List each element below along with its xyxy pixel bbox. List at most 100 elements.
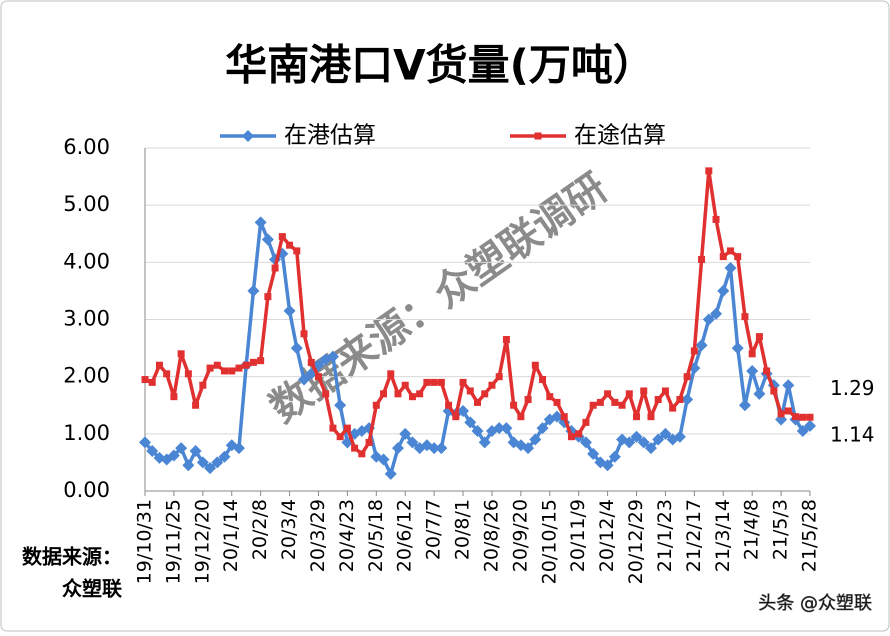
data-point <box>406 436 419 449</box>
data-point <box>242 361 250 369</box>
data-point <box>604 390 612 398</box>
x-tick-label: 21/5/28 <box>799 499 821 572</box>
x-tick-label: 20/12/29 <box>625 499 647 584</box>
data-point <box>792 413 800 421</box>
data-point <box>738 399 751 412</box>
data-point <box>698 255 706 263</box>
data-point <box>652 433 665 446</box>
data-point <box>298 373 311 386</box>
data-point <box>748 350 756 358</box>
data-point <box>474 398 481 406</box>
x-tick-label: 20/11/9 <box>567 499 589 572</box>
x-tick-label: 20/8/26 <box>480 499 502 572</box>
y-tick-label: 4.00 <box>63 249 110 273</box>
data-point <box>551 410 564 423</box>
data-point <box>623 436 636 449</box>
data-point <box>510 401 518 409</box>
data-point <box>529 433 542 446</box>
source-label: 数据来源： <box>22 545 122 569</box>
data-point <box>380 390 388 398</box>
x-tick-label: 19/10/31 <box>134 499 156 584</box>
data-point <box>204 462 217 475</box>
data-point <box>401 381 409 389</box>
data-point <box>170 393 178 401</box>
data-point <box>647 413 655 421</box>
x-tick-label: 20/3/29 <box>307 499 329 572</box>
data-point <box>702 313 715 326</box>
data-point <box>264 293 272 301</box>
data-point <box>531 361 539 369</box>
data-point <box>654 396 662 404</box>
data-point <box>435 442 448 455</box>
data-point <box>717 284 730 297</box>
data-point <box>394 390 402 398</box>
data-point <box>633 413 641 421</box>
data-point <box>777 410 785 418</box>
data-point <box>539 376 547 384</box>
data-point <box>659 427 672 440</box>
data-point <box>249 358 257 366</box>
data-point <box>488 381 496 389</box>
data-point <box>495 373 503 381</box>
data-point <box>314 373 322 381</box>
data-point <box>377 453 390 466</box>
data-point <box>336 433 344 441</box>
y-tick-label: 0.00 <box>63 478 110 502</box>
data-point <box>182 459 195 472</box>
data-point <box>141 376 149 384</box>
data-point <box>741 313 749 321</box>
legend-marker <box>534 132 542 140</box>
data-point <box>254 216 267 229</box>
data-point <box>705 167 713 175</box>
data-point <box>784 407 792 415</box>
data-point <box>782 379 795 392</box>
data-point <box>746 364 759 377</box>
data-point <box>517 413 525 421</box>
data-point <box>286 241 294 249</box>
data-point <box>358 450 366 458</box>
data-point <box>478 436 491 449</box>
x-tick-label: 20/2/8 <box>249 499 271 560</box>
data-point <box>524 396 532 404</box>
data-point <box>734 253 742 261</box>
credit: 头条 @众塑联 <box>758 593 872 614</box>
data-point <box>690 347 698 355</box>
data-point <box>300 330 308 338</box>
data-point <box>755 333 763 341</box>
data-point <box>596 398 604 406</box>
data-point <box>608 450 621 463</box>
data-point <box>459 378 467 386</box>
data-point <box>710 307 723 320</box>
data-point <box>575 430 583 438</box>
x-tick-label: 20/4/23 <box>336 499 358 572</box>
data-point <box>189 444 202 457</box>
data-point <box>466 387 474 395</box>
data-point <box>221 367 229 375</box>
data-point <box>763 367 771 375</box>
data-point <box>582 418 590 426</box>
data-point <box>536 422 549 435</box>
data-point <box>553 398 561 406</box>
data-point <box>387 370 395 378</box>
data-point <box>146 444 159 457</box>
data-point <box>630 430 643 443</box>
data-point <box>322 390 330 398</box>
data-point <box>271 264 279 272</box>
data-point <box>669 404 677 412</box>
x-tick-label: 21/3/14 <box>712 499 734 572</box>
data-point <box>731 342 744 355</box>
data-point <box>712 215 720 223</box>
data-point <box>247 284 260 297</box>
data-point <box>589 401 597 409</box>
data-point <box>500 422 513 435</box>
x-tick-label: 20/1/14 <box>220 499 242 572</box>
x-tick-label: 19/12/20 <box>191 499 213 584</box>
x-tick-label: 21/2/17 <box>683 499 705 572</box>
data-point <box>391 442 404 455</box>
data-point <box>502 336 510 344</box>
data-point <box>261 233 274 246</box>
legend-label: 在途估算 <box>574 123 666 149</box>
x-tick-label: 21/4/8 <box>741 499 763 560</box>
data-point <box>218 450 231 463</box>
